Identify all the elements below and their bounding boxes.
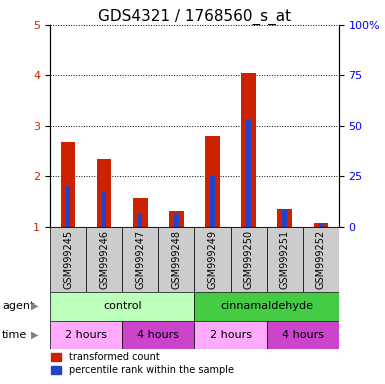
Text: GSM999252: GSM999252 <box>316 230 326 289</box>
Text: GSM999247: GSM999247 <box>135 230 145 289</box>
Text: GSM999250: GSM999250 <box>244 230 254 289</box>
Bar <box>102 192 106 227</box>
Text: cinnamaldehyde: cinnamaldehyde <box>220 301 313 311</box>
Bar <box>194 321 266 349</box>
Bar <box>50 292 194 321</box>
Bar <box>313 223 328 227</box>
Title: GDS4321 / 1768560_s_at: GDS4321 / 1768560_s_at <box>98 9 291 25</box>
Bar <box>194 292 339 321</box>
Bar <box>50 321 122 349</box>
Bar <box>138 214 142 227</box>
Bar <box>241 73 256 227</box>
Text: GSM999246: GSM999246 <box>99 230 109 289</box>
Bar <box>246 120 251 227</box>
Text: 4 hours: 4 hours <box>282 330 324 340</box>
Bar <box>319 223 323 227</box>
Text: ▶: ▶ <box>31 330 38 340</box>
Text: time: time <box>2 330 27 340</box>
Bar <box>283 210 287 227</box>
Bar <box>174 214 179 227</box>
Text: GSM999248: GSM999248 <box>171 230 181 289</box>
Bar <box>97 159 111 227</box>
Bar <box>158 227 194 292</box>
Bar <box>205 136 220 227</box>
Legend: transformed count, percentile rank within the sample: transformed count, percentile rank withi… <box>47 348 238 379</box>
Bar <box>50 227 86 292</box>
Text: GSM999245: GSM999245 <box>63 230 73 289</box>
Text: ▶: ▶ <box>31 301 38 311</box>
Bar <box>122 321 194 349</box>
Text: GSM999249: GSM999249 <box>208 230 218 289</box>
Bar <box>278 209 292 227</box>
Text: 2 hours: 2 hours <box>209 330 251 340</box>
Bar <box>133 198 147 227</box>
Bar <box>122 227 158 292</box>
Text: 4 hours: 4 hours <box>137 330 179 340</box>
Bar <box>303 227 339 292</box>
Bar <box>210 176 215 227</box>
Bar <box>266 321 339 349</box>
Bar <box>266 227 303 292</box>
Bar <box>169 212 184 227</box>
Bar <box>231 227 266 292</box>
Bar <box>61 142 75 227</box>
Bar <box>66 186 70 227</box>
Text: GSM999251: GSM999251 <box>280 230 290 289</box>
Text: agent: agent <box>2 301 34 311</box>
Text: control: control <box>103 301 142 311</box>
Bar <box>194 227 231 292</box>
Bar <box>86 227 122 292</box>
Text: 2 hours: 2 hours <box>65 330 107 340</box>
